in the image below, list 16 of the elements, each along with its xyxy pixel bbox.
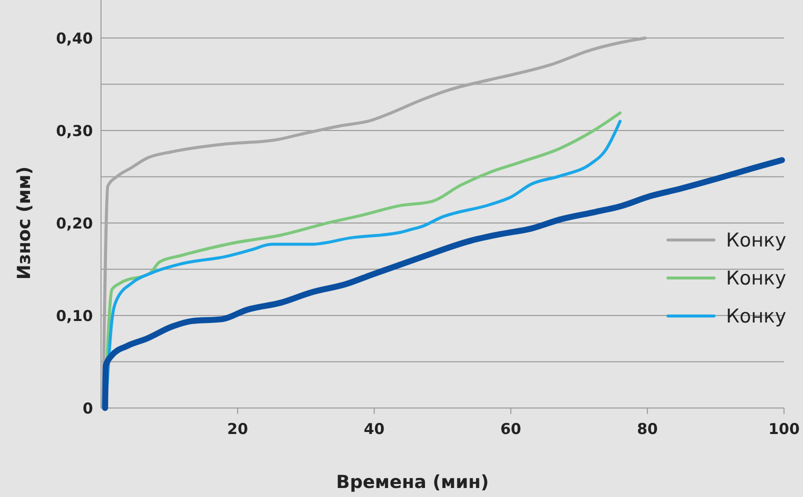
y-axis-title: Износ (мм) (14, 166, 35, 280)
y-tick-label: 0,20 (56, 214, 93, 232)
legend-label: Конку (726, 268, 786, 290)
x-axis-title: Времена (мин) (336, 472, 489, 493)
legend-label: Конку (726, 230, 786, 252)
y-tick-label: 0,10 (56, 306, 93, 325)
line-series (102, 36, 647, 410)
x-tick-label: 100 (768, 420, 800, 438)
y-tick-label: 0 (82, 399, 93, 418)
y-tick-label: 0,40 (56, 29, 93, 48)
legend-label: Конку (726, 306, 786, 328)
x-tick-label: 20 (227, 420, 248, 438)
x-tick-label: 80 (636, 420, 658, 438)
x-tick-label: 40 (364, 420, 385, 438)
x-tick-label: 60 (500, 420, 522, 438)
y-tick-label: 0,30 (56, 122, 93, 140)
